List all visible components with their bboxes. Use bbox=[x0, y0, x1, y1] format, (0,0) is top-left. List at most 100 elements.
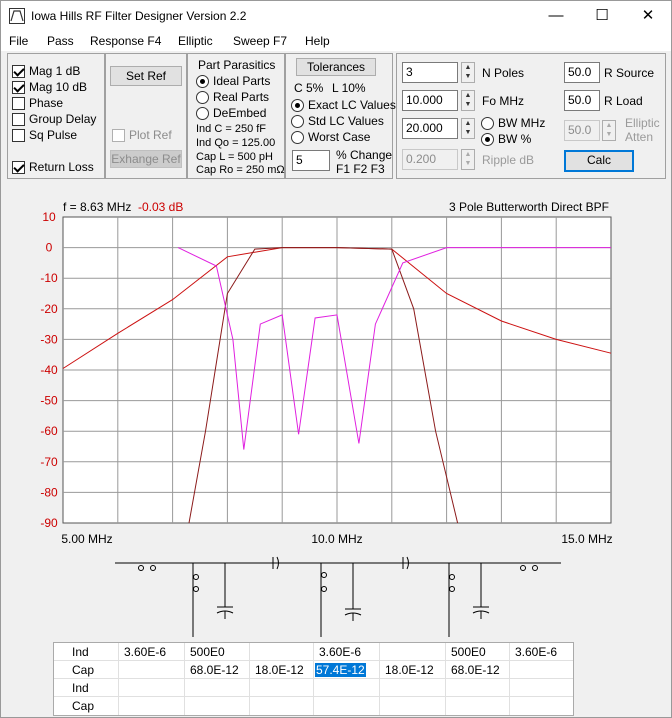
design-panel: 3 ▲ ▼ N Poles 10.000 ▲ ▼ Fo MHz 20.000 ▲ ▼ … bbox=[396, 53, 666, 179]
ind-qo-value: Ind Qo = 125.00 bbox=[196, 137, 276, 149]
series-line-2 bbox=[188, 247, 459, 524]
n-poles-label: N Poles bbox=[482, 66, 525, 80]
table-cell-cap-3-selected[interactable]: 57.4E-12 bbox=[315, 663, 366, 677]
menu-response[interactable]: Response F4 bbox=[90, 34, 162, 48]
table-cell-ind-4[interactable]: 500E0 bbox=[451, 645, 486, 659]
load-inductor-icon bbox=[520, 565, 538, 571]
y-tick-label: -90 bbox=[40, 516, 58, 530]
close-button[interactable]: ✕ bbox=[641, 7, 655, 24]
menu-help[interactable]: Help bbox=[305, 34, 330, 48]
ripple-input[interactable]: 0.200 bbox=[402, 149, 458, 170]
y-tick-label: -40 bbox=[40, 363, 58, 377]
maximize-button[interactable]: ☐ bbox=[595, 7, 609, 24]
phase-checkbox[interactable]: Phase bbox=[12, 96, 63, 110]
return-loss-checkbox[interactable]: Return Loss bbox=[12, 160, 94, 174]
elliptic-label: Elliptic bbox=[625, 116, 660, 130]
r-load-input[interactable]: 50.0 bbox=[564, 90, 600, 111]
n-poles-spinner[interactable]: ▲ ▼ bbox=[461, 62, 475, 83]
sq-pulse-checkbox[interactable]: Sq Pulse bbox=[12, 128, 77, 142]
ripple-spinner[interactable]: ▲ ▼ bbox=[461, 149, 475, 170]
y-tick-label: -60 bbox=[40, 424, 58, 438]
atten-label: Atten bbox=[625, 130, 654, 144]
y-tick-labels: 10 0 -10 -20 -30 -40 -50 -60 -70 -80 -90 bbox=[40, 210, 58, 530]
series-line-3 bbox=[177, 247, 611, 450]
set-ref-button[interactable]: Set Ref bbox=[110, 66, 182, 86]
bw-input[interactable]: 20.000 bbox=[402, 118, 458, 139]
minimize-button[interactable]: — bbox=[548, 7, 564, 24]
y-tick-label: 0 bbox=[46, 241, 53, 255]
l-tolerance: L 10% bbox=[332, 81, 366, 95]
bw-mhz-radio[interactable]: BW MHz bbox=[481, 116, 545, 130]
deembed-radio[interactable]: DeEmbed bbox=[196, 106, 266, 120]
percent-change-input[interactable]: 5 bbox=[292, 150, 330, 171]
bw-spinner[interactable]: ▲ ▼ bbox=[461, 118, 475, 139]
ideal-parts-radio[interactable]: Ideal Parts bbox=[196, 74, 270, 88]
row-label-ind-2: Ind bbox=[72, 681, 89, 695]
menu-elliptic[interactable]: Elliptic bbox=[178, 34, 213, 48]
r-source-input[interactable]: 50.0 bbox=[564, 62, 600, 83]
std-lc-radio[interactable]: Std LC Values bbox=[291, 114, 384, 128]
y-tick-label: -10 bbox=[40, 271, 58, 285]
fo-spinner[interactable]: ▲ ▼ bbox=[461, 90, 475, 111]
shunt-lc-1 bbox=[192, 563, 234, 637]
mag-10db-checkbox[interactable]: Mag 10 dB bbox=[12, 80, 87, 94]
cursor-frequency: f = 8.63 MHz bbox=[63, 200, 131, 214]
menu-bar: File Pass Response F4 Elliptic Sweep F7 … bbox=[1, 31, 671, 51]
fo-label: Fo MHz bbox=[482, 94, 524, 108]
y-tick-label: -50 bbox=[40, 394, 58, 408]
row-label-cap-1: Cap bbox=[72, 663, 95, 677]
cap-l-value: Cap L = 500 pH bbox=[196, 151, 273, 163]
shunt-lc-3 bbox=[448, 563, 490, 637]
function-keys-label: F1 F2 F3 bbox=[336, 162, 385, 176]
table-cell-ind-3[interactable]: 3.60E-6 bbox=[319, 645, 362, 659]
x-tick-label: 5.00 MHz bbox=[61, 532, 112, 546]
table-cell-ind-5[interactable]: 3.60E-6 bbox=[515, 645, 558, 659]
series-capacitor-1-icon bbox=[272, 556, 279, 570]
table-cell-cap-4[interactable]: 18.0E-12 bbox=[385, 663, 434, 677]
r-source-label: R Source bbox=[604, 66, 655, 80]
title-bar: Iowa Hills RF Filter Designer Version 2.… bbox=[1, 1, 671, 31]
table-cell-ind-2[interactable]: 500E0 bbox=[190, 645, 225, 659]
table-cell-cap-5[interactable]: 68.0E-12 bbox=[451, 663, 500, 677]
row-label-cap-2: Cap bbox=[72, 699, 95, 713]
fo-input[interactable]: 10.000 bbox=[402, 90, 458, 111]
y-tick-label: -80 bbox=[40, 485, 58, 499]
x-tick-labels: 5.00 MHz 10.0 MHz 15.0 MHz bbox=[61, 532, 612, 546]
reference-panel: Set Ref Plot Ref Exhange Ref bbox=[105, 53, 187, 179]
elliptic-atten-spinner[interactable]: ▲ ▼ bbox=[602, 120, 616, 141]
ripple-label: Ripple dB bbox=[482, 153, 535, 167]
tolerances-button[interactable]: Tolerances bbox=[296, 58, 376, 76]
plot-ref-checkbox[interactable]: Plot Ref bbox=[112, 128, 172, 142]
menu-sweep[interactable]: Sweep F7 bbox=[233, 34, 288, 48]
c-tolerance: C 5% bbox=[294, 81, 324, 95]
table-cell-ind-1[interactable]: 3.60E-6 bbox=[124, 645, 167, 659]
bw-percent-radio[interactable]: BW % bbox=[481, 132, 531, 146]
y-tick-label: 10 bbox=[42, 210, 56, 224]
series-capacitor-2-icon bbox=[402, 556, 409, 570]
elliptic-atten-input[interactable]: 50.0 bbox=[564, 120, 600, 141]
table-cell-cap-1[interactable]: 68.0E-12 bbox=[190, 663, 239, 677]
mag-1db-checkbox[interactable]: Mag 1 dB bbox=[12, 64, 80, 78]
menu-file[interactable]: File bbox=[9, 34, 29, 48]
menu-pass[interactable]: Pass bbox=[47, 34, 74, 48]
real-parts-radio[interactable]: Real Parts bbox=[196, 90, 269, 104]
r-load-label: R Load bbox=[604, 94, 643, 108]
parasitics-title: Part Parasitics bbox=[198, 58, 276, 72]
response-plot-area: 10 0 -10 -20 -30 -40 -50 -60 -70 -80 -90 5.00 MHz 1… bbox=[1, 181, 671, 551]
row-label-ind-1: Ind bbox=[72, 645, 89, 659]
n-poles-input[interactable]: 3 bbox=[402, 62, 458, 83]
shunt-lc-2 bbox=[320, 563, 362, 637]
filter-app-icon bbox=[9, 8, 25, 24]
percent-change-label: % Change bbox=[336, 148, 393, 162]
calc-button[interactable]: Calc bbox=[564, 150, 634, 172]
ind-c-value: Ind C = 250 fF bbox=[196, 123, 267, 135]
group-delay-checkbox[interactable]: Group Delay bbox=[12, 112, 96, 126]
table-cell-cap-2[interactable]: 18.0E-12 bbox=[255, 663, 304, 677]
worst-case-radio[interactable]: Worst Case bbox=[291, 130, 370, 144]
tolerances-panel: Tolerances C 5% L 10% Exact LC Values St… bbox=[285, 53, 396, 179]
source-inductor-icon bbox=[138, 565, 156, 571]
part-parasitics-panel: Part Parasitics Ideal Parts Real Parts D… bbox=[187, 53, 285, 179]
exact-lc-radio[interactable]: Exact LC Values bbox=[291, 98, 396, 112]
exchange-ref-button[interactable]: Exhange Ref bbox=[110, 150, 182, 168]
